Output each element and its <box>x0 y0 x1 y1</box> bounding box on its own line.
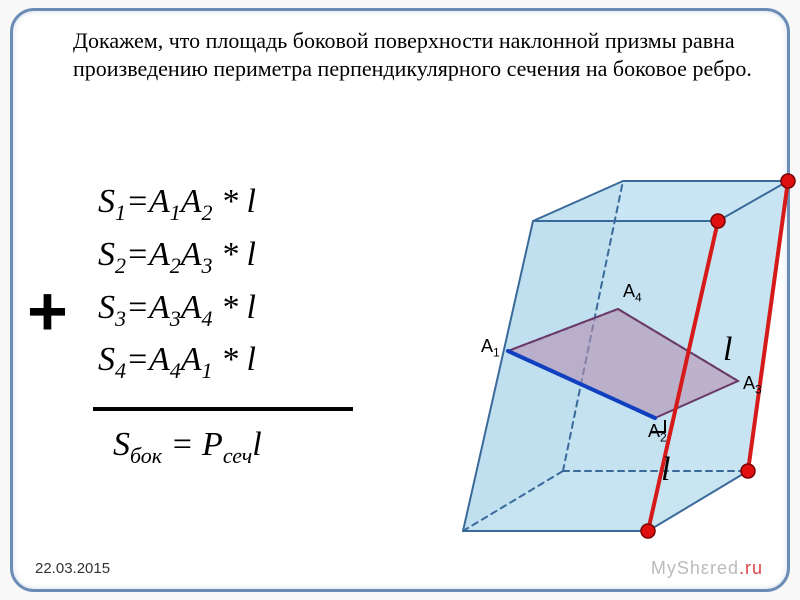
formula-row: S4=A4A1 * l <box>98 334 256 387</box>
formula-row: S1=A1A2 * l <box>98 176 256 229</box>
label-a1: A1 <box>481 336 500 360</box>
formula-list: S1=A1A2 * l S2=A2A3 * l S3=A3A4 * l S4=A… <box>98 176 256 387</box>
result-formula: Sбок = Pсечl <box>113 426 262 469</box>
label-a4: A4 <box>623 281 642 305</box>
plus-sign: + <box>27 271 68 351</box>
slide-date: 22.03.2015 <box>35 560 110 577</box>
proof-text: Докажем, что площадь боковой поверхности… <box>73 27 753 82</box>
sum-line <box>93 407 353 411</box>
formula-row: S2=A2A3 * l <box>98 229 256 282</box>
formula-row: S3=A3A4 * l <box>98 282 256 335</box>
label-l-front: l <box>661 451 670 489</box>
label-a3: A3 <box>743 373 762 397</box>
prism-diagram: A1 A2 A3 A4 l l <box>403 161 800 581</box>
slide-frame: Докажем, что площадь боковой поверхности… <box>10 8 790 592</box>
label-l-right: l <box>723 331 732 369</box>
label-a2: A2 <box>648 421 667 445</box>
watermark: MyShεred.ru <box>651 558 763 579</box>
